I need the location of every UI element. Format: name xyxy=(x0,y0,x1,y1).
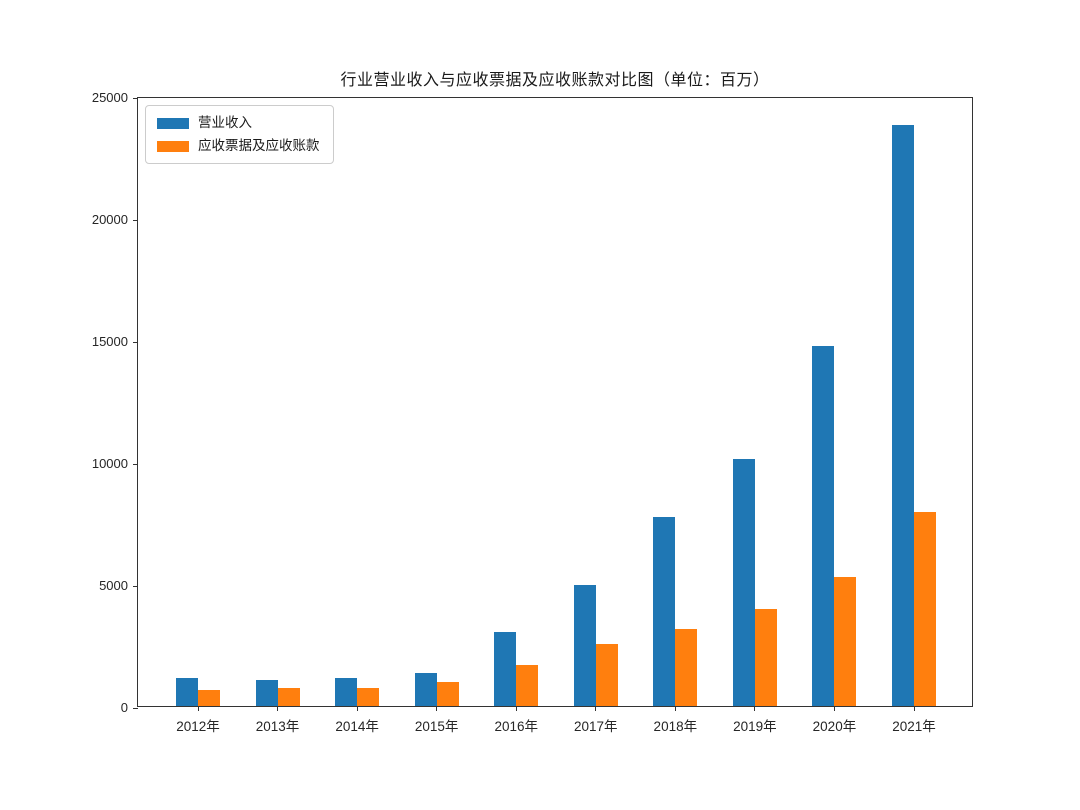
revenue-bar-2013年 xyxy=(255,680,278,706)
x-axis-tick-2020年 xyxy=(833,706,835,711)
receivables-bar-2015年 xyxy=(436,682,459,706)
y-axis-label-0: 0 xyxy=(120,700,128,715)
receivables-bar-2016年 xyxy=(516,665,539,706)
x-axis-label-2021年: 2021年 xyxy=(892,719,936,734)
receivables-bar-2014年 xyxy=(357,687,380,706)
legend-label-revenue: 营业收入 xyxy=(198,115,252,130)
y-axis-label-5000: 5000 xyxy=(99,578,128,593)
x-axis-tick-2012年 xyxy=(197,706,199,711)
receivables-bar-2017年 xyxy=(595,644,618,706)
x-axis-tick-2021年 xyxy=(913,706,915,711)
y-axis-tick-5000 xyxy=(133,585,138,587)
revenue-bar-2018年 xyxy=(653,516,676,706)
legend-swatch-revenue xyxy=(157,117,189,129)
x-axis-tick-2019年 xyxy=(754,706,756,711)
revenue-bar-2017年 xyxy=(573,584,596,706)
receivables-bar-2019年 xyxy=(754,608,777,706)
receivables-bar-2020年 xyxy=(834,577,857,706)
y-axis-tick-0 xyxy=(133,707,138,709)
legend-swatch-receivables xyxy=(157,140,189,152)
x-axis-label-2019年: 2019年 xyxy=(733,719,777,734)
legend-label-receivables: 应收票据及应收账款 xyxy=(198,138,320,153)
x-axis-tick-2018年 xyxy=(674,706,676,711)
x-axis-tick-2014年 xyxy=(356,706,358,711)
y-axis-tick-10000 xyxy=(133,463,138,465)
x-axis-label-2017年: 2017年 xyxy=(573,719,618,734)
x-axis-label-2015年: 2015年 xyxy=(414,719,459,734)
x-axis-label-2020年: 2020年 xyxy=(812,719,857,734)
revenue-bar-2021年 xyxy=(892,125,914,706)
revenue-bar-2012年 xyxy=(176,678,198,706)
y-axis-label-10000: 10000 xyxy=(91,456,128,471)
x-axis-label-2012年: 2012年 xyxy=(176,719,220,734)
revenue-bar-2019年 xyxy=(732,459,755,706)
receivables-bar-2013年 xyxy=(277,688,300,706)
y-axis-label-20000: 20000 xyxy=(91,212,128,227)
y-axis-tick-20000 xyxy=(133,219,138,221)
x-axis-label-2018年: 2018年 xyxy=(653,719,698,734)
revenue-bar-2015年 xyxy=(414,673,437,706)
x-axis-label-2016年: 2016年 xyxy=(494,719,538,734)
x-axis-tick-2015年 xyxy=(436,706,438,711)
y-axis-label-25000: 25000 xyxy=(91,90,128,105)
revenue-bar-2016年 xyxy=(494,631,517,706)
revenue-bar-2014年 xyxy=(335,677,358,706)
receivables-bar-2021年 xyxy=(914,512,936,706)
legend: 营业收入应收票据及应收账款 xyxy=(145,105,334,164)
y-axis-label-15000: 15000 xyxy=(91,334,128,349)
chart-title: 行业营业收入与应收票据及应收账款对比图（单位：百万） xyxy=(340,72,770,89)
y-axis-tick-15000 xyxy=(133,341,138,343)
receivables-bar-2018年 xyxy=(675,629,698,706)
x-axis-tick-2017年 xyxy=(595,706,597,711)
y-axis-tick-25000 xyxy=(133,97,138,99)
legend-item-receivables: 应收票据及应收账款 xyxy=(157,138,320,154)
plot-area: 营业收入应收票据及应收账款 0 5000 10000 15000 20000 25000 2… xyxy=(92,90,973,734)
x-axis-label-2013年: 2013年 xyxy=(255,719,300,734)
x-axis-label-2014年: 2014年 xyxy=(335,719,379,734)
receivables-bar-2012年 xyxy=(198,689,220,706)
legend-item-revenue: 营业收入 xyxy=(157,115,320,131)
x-axis-tick-2016年 xyxy=(515,706,517,711)
revenue-bar-2020年 xyxy=(812,345,835,706)
x-axis-tick-2013年 xyxy=(277,706,279,711)
